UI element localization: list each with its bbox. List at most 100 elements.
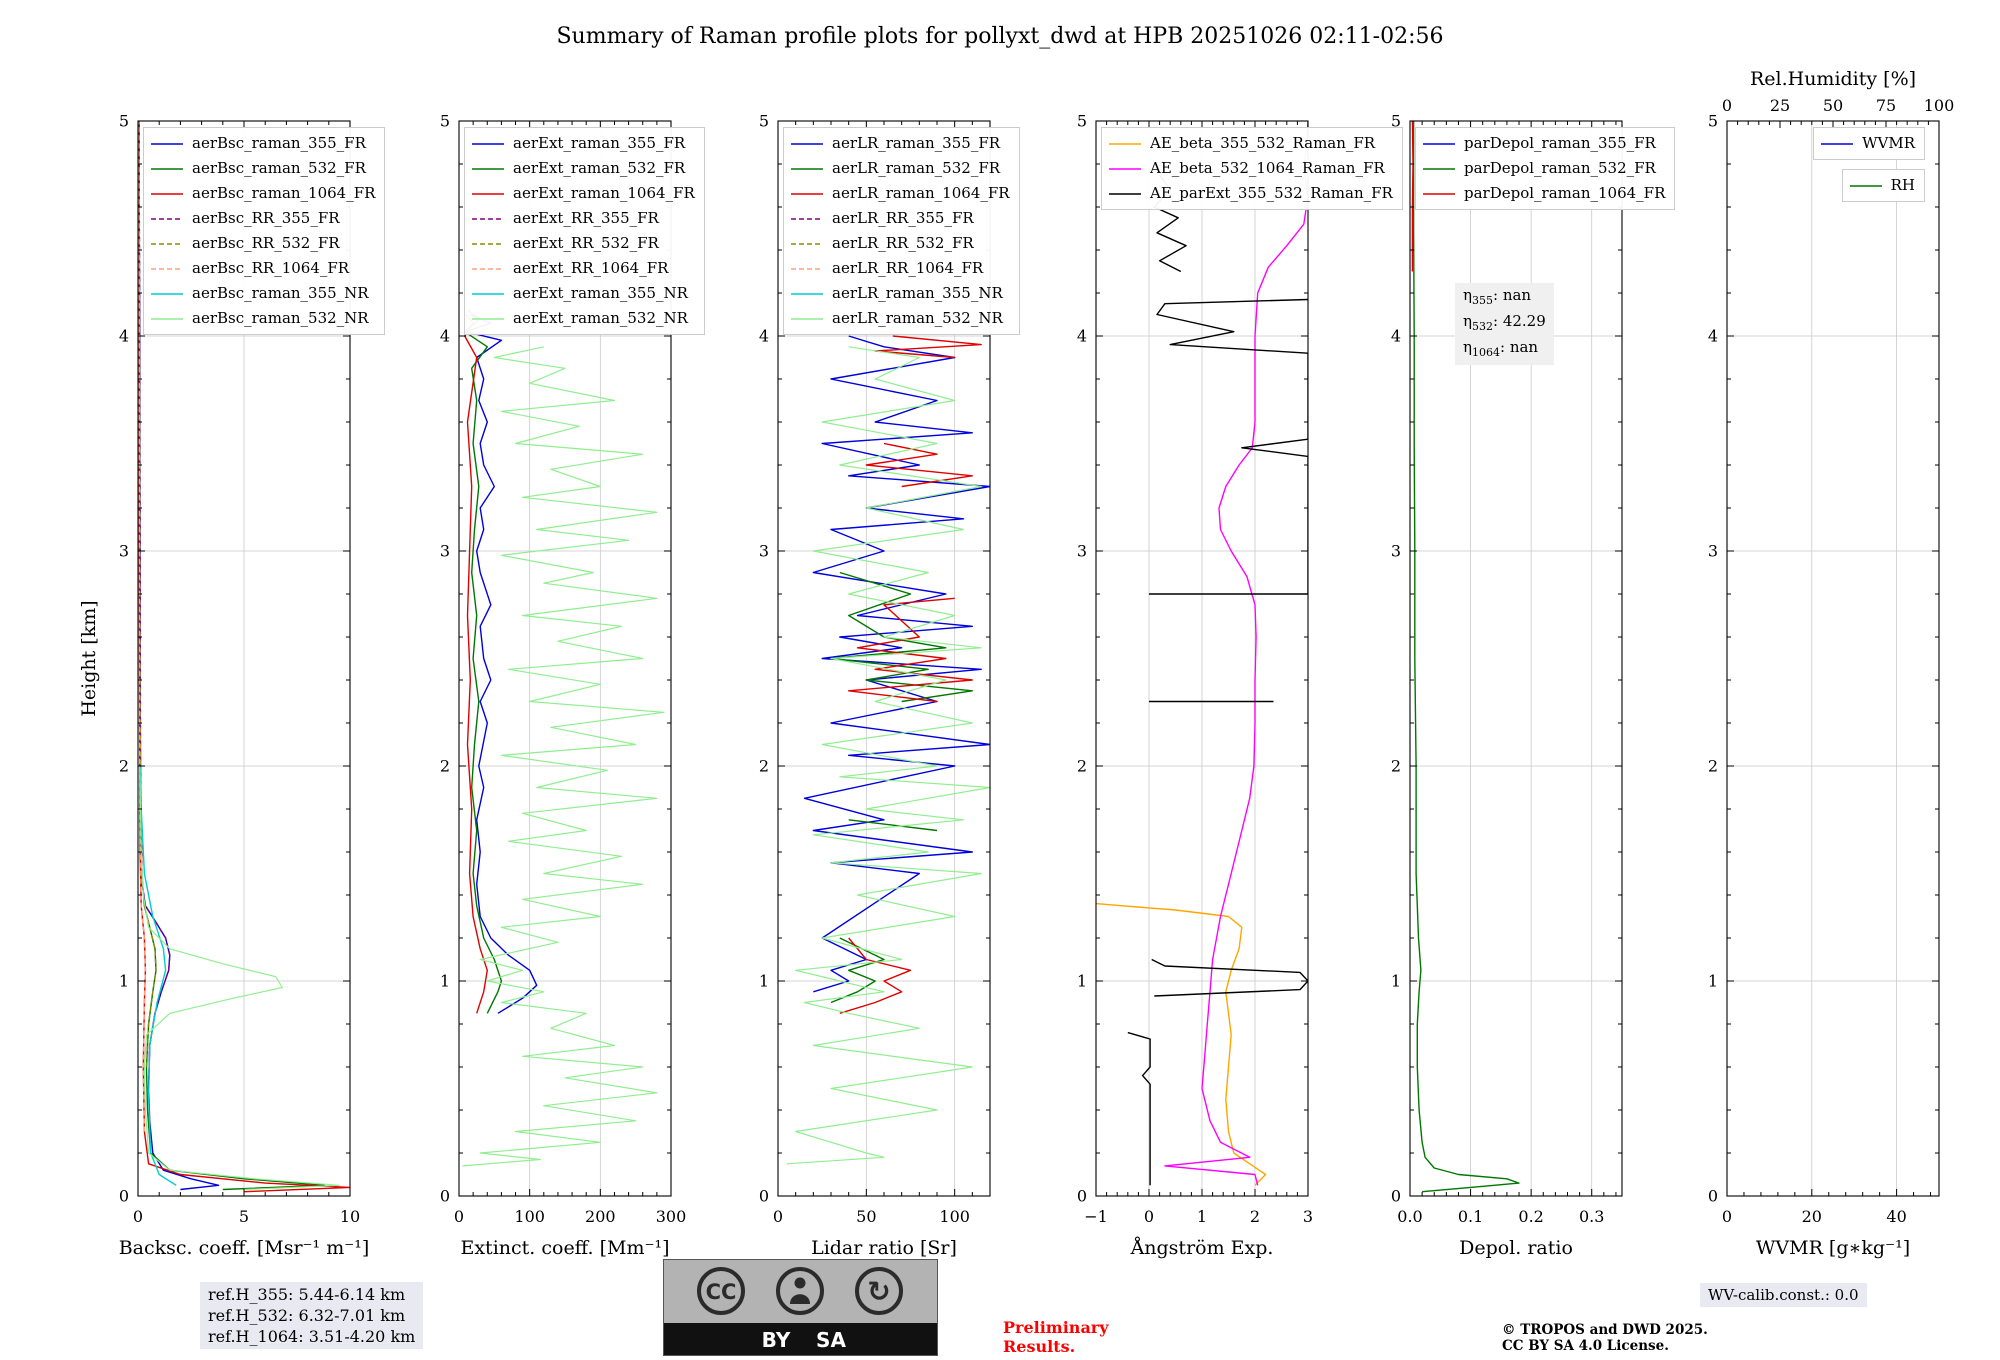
legend-entry: aerBsc_raman_532_NR: [150, 306, 375, 331]
top-tick-label: 0: [1722, 96, 1732, 115]
legend-entry: aerBsc_RR_532_FR: [150, 231, 375, 256]
y-tick-label: 2: [440, 757, 450, 776]
eta-annotation: η355: nan η532: 42.29 η1064: nan: [1455, 283, 1554, 365]
legend-line-sample: [151, 242, 183, 245]
legend-label: aerBsc_RR_532_FR: [192, 234, 340, 252]
x-tick-label: 0.1: [1458, 1207, 1483, 1226]
legend-entry: aerExt_raman_355_NR: [471, 281, 695, 306]
legend-line-sample: [791, 167, 823, 170]
legend-label: aerBsc_raman_532_NR: [192, 309, 369, 327]
legend-entry: parDepol_raman_532_FR: [1422, 156, 1665, 181]
y-tick-label: 2: [759, 757, 769, 776]
share-alike-icon: ↻: [855, 1267, 903, 1315]
y-tick-label: 5: [1708, 112, 1718, 131]
eta-line: η1064: nan: [1463, 338, 1539, 359]
y-tick-label: 2: [1391, 757, 1401, 776]
y-tick-label: 3: [440, 542, 450, 561]
ref-height-1064: ref.H_1064: 3.51-4.20 km: [208, 1327, 416, 1346]
legend-label: AE_beta_355_532_Raman_FR: [1150, 134, 1376, 152]
y-tick-label: 5: [1077, 112, 1087, 131]
backscatter-panel: 0 5 10 0 1 2 3 4 5 Backsc. coeff. [Msr⁻¹ m⁻¹] Heig…: [78, 112, 369, 1260]
top-tick-label: 75: [1876, 96, 1896, 115]
x-axis-label: Backsc. coeff. [Msr⁻¹ m⁻¹]: [119, 1237, 370, 1259]
legend-entry: aerBsc_raman_355_NR: [150, 281, 375, 306]
legend-line-sample: [1109, 142, 1141, 145]
legend-entry: aerLR_raman_532_NR: [790, 306, 1010, 331]
legend-line-sample: [472, 167, 504, 170]
y-tick-label: 1: [440, 972, 450, 991]
x-tick-label: 0: [773, 1207, 783, 1226]
legend-line-sample: [151, 192, 183, 195]
y-tick-label: 4: [1708, 327, 1718, 346]
legend-label: aerExt_RR_532_FR: [513, 234, 659, 252]
legend-entry: aerBsc_raman_1064_FR: [150, 181, 375, 206]
legend-entry: aerLR_RR_1064_FR: [790, 256, 1010, 281]
legend-label: aerBsc_RR_1064_FR: [192, 259, 350, 277]
legend-line-sample: [151, 317, 183, 320]
y-tick-label: 4: [1391, 327, 1401, 346]
legend-label: aerLR_raman_355_FR: [832, 134, 1001, 152]
legend-entry: aerExt_RR_1064_FR: [471, 256, 695, 281]
x-tick-label: 100: [939, 1207, 970, 1226]
legend-label: aerExt_raman_1064_FR: [513, 184, 695, 202]
cc-sa-label: SA: [816, 1328, 846, 1352]
x-tick-label: 3: [1303, 1207, 1313, 1226]
legend-label: aerBsc_raman_532_FR: [192, 159, 366, 177]
legend-entry: aerExt_RR_532_FR: [471, 231, 695, 256]
x-tick-label: 0: [1144, 1207, 1154, 1226]
y-tick-label: 0: [1077, 1187, 1087, 1206]
y-tick-label: 0: [1708, 1187, 1718, 1206]
y-tick-label: 3: [119, 542, 129, 561]
y-tick-label: 3: [1077, 542, 1087, 561]
legend-entry: parDepol_raman_355_FR: [1422, 131, 1665, 156]
legend-line-sample: [151, 267, 183, 270]
legend-line-sample: [472, 267, 504, 270]
y-tick-label: 3: [1391, 542, 1401, 561]
legend-entry: aerLR_RR_532_FR: [790, 231, 1010, 256]
legend-line-sample: [791, 292, 823, 295]
y-tick-label: 3: [1708, 542, 1718, 561]
x-tick-label: 0: [454, 1207, 464, 1226]
legend-line-sample: [1109, 167, 1141, 170]
legend-entry: AE_beta_355_532_Raman_FR: [1108, 131, 1393, 156]
legend-line-sample: [1423, 167, 1455, 170]
legend-label: aerExt_raman_532_NR: [513, 309, 688, 327]
x-tick-label: 300: [656, 1207, 687, 1226]
legend-label: aerLR_raman_532_NR: [832, 309, 1003, 327]
legend-line-sample: [472, 242, 504, 245]
legend-entry: RH: [1849, 173, 1915, 198]
legend-entry: AE_parExt_355_532_Raman_FR: [1108, 181, 1393, 206]
legend: parDepol_raman_355_FR parDepol_raman_532_…: [1415, 127, 1676, 210]
legend: WVMR: [1813, 127, 1925, 160]
x-tick-label: 0.0: [1397, 1207, 1422, 1226]
legend-label: WVMR: [1862, 134, 1915, 152]
y-tick-label: 2: [119, 757, 129, 776]
legend-entry: parDepol_raman_1064_FR: [1422, 181, 1665, 206]
y-tick-label: 0: [1391, 1187, 1401, 1206]
ref-height-355: ref.H_355: 5.44-6.14 km: [208, 1285, 406, 1304]
x-tick-label: 100: [514, 1207, 545, 1226]
legend-label: aerBsc_raman_355_FR: [192, 134, 366, 152]
legend-label: aerExt_raman_532_FR: [513, 159, 686, 177]
eta-line: η355: nan: [1463, 286, 1532, 307]
legend-line-sample: [791, 192, 823, 195]
wvmr-panel: 0 20 40 0 1 2 3 4 5 WVMR [g∗kg⁻¹] 0 25 50 75 100 Rel.Hu…: [1708, 68, 1954, 1259]
lidar-ratio-panel: 0 50 100 0 1 2 3 4 5 Lidar ratio [Sr]: [759, 112, 991, 1259]
legend-label: aerBsc_raman_1064_FR: [192, 184, 376, 202]
legend-entry: aerLR_raman_355_NR: [790, 281, 1010, 306]
top-axis-label: Rel.Humidity [%]: [1750, 68, 1916, 90]
top-tick-label: 50: [1823, 96, 1843, 115]
x-tick-label: 0.2: [1518, 1207, 1543, 1226]
x-tick-label: 50: [856, 1207, 876, 1226]
x-tick-label: 200: [585, 1207, 616, 1226]
legend-line-sample: [151, 167, 183, 170]
preliminary-note: Preliminary Results.: [1003, 1318, 1109, 1356]
legend-entry: aerExt_raman_532_NR: [471, 306, 695, 331]
legend-line-sample: [791, 267, 823, 270]
legend-line-sample: [1109, 192, 1141, 195]
y-tick-label: 1: [119, 972, 129, 991]
legend-label: parDepol_raman_355_FR: [1464, 134, 1656, 152]
y-tick-label: 5: [440, 112, 450, 131]
